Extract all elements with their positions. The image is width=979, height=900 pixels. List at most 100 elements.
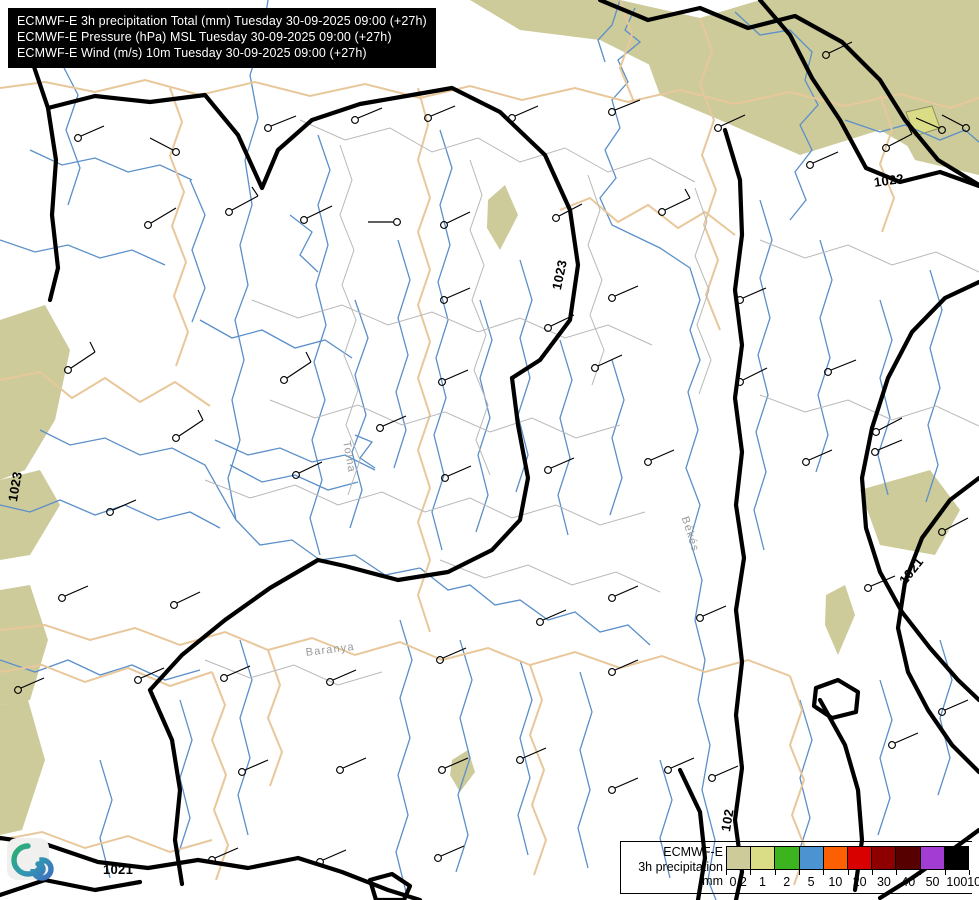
legend-tick-10: [969, 870, 970, 875]
legend-tick-label-6: 30: [876, 875, 891, 889]
legend-color-bar[interactable]: [726, 846, 969, 870]
wind-barb: [872, 417, 903, 436]
wind-barb: [608, 659, 639, 676]
legend-tick-label-2: 2: [783, 875, 791, 889]
brand-logo-icon: [7, 838, 54, 881]
wind-barb: [172, 409, 204, 442]
legend-tick-7: [896, 870, 898, 875]
wind-barb: [915, 117, 946, 134]
legend-tick-3: [798, 870, 800, 875]
wind-barb: [864, 575, 896, 592]
wind-barb: [368, 218, 401, 226]
wind-barb: [608, 285, 639, 302]
wind-barb: [438, 369, 469, 386]
wind-barb: [316, 849, 347, 866]
legend-swatch-6[interactable]: [872, 847, 897, 869]
wind-barb: [225, 186, 259, 216]
wind-barb: [238, 759, 269, 776]
wind-barb: [824, 359, 857, 376]
wind-barb: [544, 457, 575, 474]
legend-swatch-8[interactable]: [920, 847, 945, 869]
legend-tick-label-4: 10: [828, 875, 843, 889]
legend-swatch-5[interactable]: [848, 847, 873, 869]
wind-barb: [144, 207, 177, 229]
wind-barb: [440, 287, 471, 304]
wind-barb: [326, 669, 357, 686]
wind-barb: [664, 757, 695, 774]
wind-barb: [292, 461, 323, 479]
wind-barb: [608, 99, 641, 116]
wind-barb: [220, 665, 251, 682]
title-line-pressure: ECMWF-E Pressure (hPa) MSL Tuesday 30-09…: [17, 30, 392, 45]
wind-barb: [300, 205, 333, 224]
legend-swatch-4[interactable]: [823, 847, 849, 869]
wind-barb: [106, 499, 137, 516]
legend-swatch-2[interactable]: [775, 847, 800, 869]
wind-barb: [64, 341, 96, 374]
precipitation-legend[interactable]: ECMWF-E 3h precipitation mm 0.2 1 2 5 10 20 30…: [620, 841, 979, 894]
wind-barb: [264, 115, 297, 132]
legend-tick-label-7: 40: [901, 875, 916, 889]
wind-barb: [536, 609, 567, 626]
legend-swatch-0[interactable]: [727, 847, 752, 869]
map-title-overlay: ECMWF-E 3h precipitation Total (mm) Tues…: [8, 8, 436, 68]
wind-barb: [440, 211, 471, 229]
wind-barb: [14, 677, 45, 694]
legend-tick-label-0: 0.2: [729, 875, 747, 889]
wind-barb: [280, 351, 312, 384]
legend-caption-line-2: 3h precipitation: [638, 859, 723, 874]
legend-tick-2: [774, 870, 776, 875]
admin-boundary-layer: [204, 119, 979, 686]
wind-barb: [736, 367, 768, 386]
wind-barb: [438, 757, 469, 774]
legend-swatch-7[interactable]: [896, 847, 921, 869]
wind-barb: [516, 747, 547, 764]
isobar-label-1021-5: 1021: [103, 862, 134, 877]
wind-barb: [736, 287, 767, 304]
wind-barb: [436, 647, 467, 664]
terrain-layer: [0, 0, 979, 835]
title-line-precipitation: ECMWF-E 3h precipitation Total (mm) Tues…: [17, 14, 427, 28]
wind-barb: [134, 667, 165, 684]
legend-tick-label-5: 20: [852, 875, 867, 889]
wind-barb: [714, 114, 746, 132]
title-line-wind: ECMWF-E Wind (m/s) 10m Tuesday 30-09-202…: [17, 46, 367, 61]
wind-barb: [644, 449, 675, 466]
legend-swatch-9[interactable]: [944, 847, 969, 869]
legend-tick-label-3: 5: [807, 875, 815, 889]
wind-barb-layer: [14, 41, 970, 866]
wind-barb: [658, 188, 691, 216]
wind-barb: [608, 585, 639, 602]
wind-barb: [544, 314, 575, 332]
legend-tick-9: [944, 870, 946, 875]
wind-barb: [822, 41, 853, 59]
wind-barb: [336, 757, 367, 774]
legend-tick-4: [823, 870, 825, 875]
wind-barb: [424, 105, 456, 122]
wind-barb: [708, 765, 739, 782]
wind-barb: [888, 732, 919, 749]
wind-barb: [608, 777, 639, 794]
wind-barb: [806, 151, 839, 169]
legend-tick-label-9: 100: [946, 875, 968, 889]
legend-tick-5: [847, 870, 849, 875]
wind-barb: [149, 137, 180, 156]
legend-caption: ECMWF-E 3h precipitation mm: [625, 845, 723, 889]
wind-barb: [208, 847, 239, 864]
legend-caption-line-3: mm: [702, 874, 723, 888]
wind-barb: [591, 354, 623, 372]
legend-swatch-3[interactable]: [799, 847, 824, 869]
wind-barb: [938, 699, 969, 716]
wind-barb: [58, 585, 89, 602]
legend-tick-8: [920, 870, 922, 875]
legend-tick-label-1: 1: [758, 875, 766, 889]
wind-barb: [871, 439, 903, 456]
legend-tick-1: [750, 870, 752, 875]
legend-swatch-1[interactable]: [751, 847, 776, 869]
wind-barb: [508, 105, 539, 122]
wind-barb: [74, 125, 105, 142]
